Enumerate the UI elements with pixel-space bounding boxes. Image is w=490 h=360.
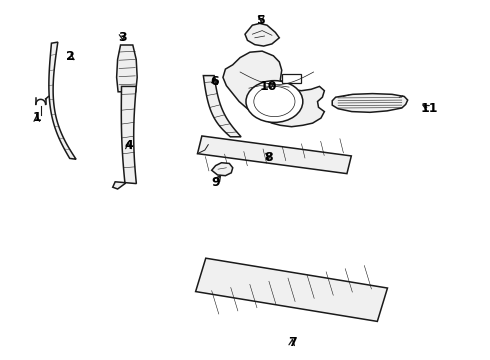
- FancyBboxPatch shape: [282, 74, 301, 83]
- Text: 6: 6: [210, 75, 219, 88]
- Text: 10: 10: [260, 80, 277, 93]
- Text: 11: 11: [420, 102, 438, 115]
- Polygon shape: [223, 51, 324, 127]
- Polygon shape: [113, 86, 136, 189]
- Polygon shape: [196, 258, 388, 321]
- Polygon shape: [49, 42, 76, 159]
- Text: 5: 5: [257, 14, 266, 27]
- Polygon shape: [197, 136, 351, 174]
- Circle shape: [246, 81, 303, 122]
- Text: 1: 1: [32, 111, 41, 124]
- Polygon shape: [203, 76, 241, 137]
- Text: 3: 3: [118, 31, 127, 44]
- Text: 2: 2: [66, 50, 74, 63]
- Text: 8: 8: [264, 151, 273, 164]
- Text: 7: 7: [288, 336, 296, 349]
- Polygon shape: [245, 23, 279, 46]
- Polygon shape: [212, 163, 233, 176]
- Polygon shape: [117, 45, 137, 92]
- Polygon shape: [332, 94, 408, 112]
- Text: 9: 9: [211, 176, 220, 189]
- Text: 4: 4: [124, 139, 133, 152]
